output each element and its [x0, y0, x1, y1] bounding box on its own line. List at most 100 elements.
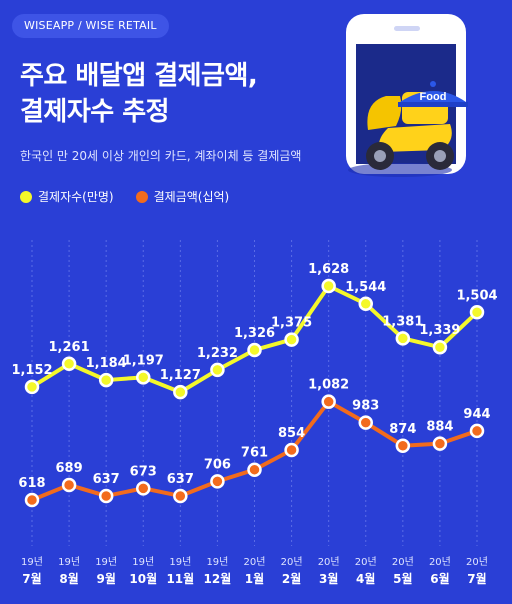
legend-dot-amount: [135, 190, 148, 203]
x-tick-year: 20년: [281, 556, 303, 568]
gridlines: [31, 240, 478, 546]
data-label: 1,184: [86, 356, 127, 371]
scooter-front: [367, 96, 402, 130]
page-title: 주요 배달앱 결제금액, 결제자수 추정: [20, 58, 258, 130]
data-point: [395, 331, 411, 346]
data-label: 1,628: [308, 262, 349, 277]
x-tick-year: 20년: [318, 556, 340, 568]
data-point: [284, 332, 299, 347]
data-point: [321, 394, 336, 409]
food-badge: Food: [420, 91, 447, 103]
data-label: 637: [93, 472, 120, 487]
data-point: [136, 481, 151, 496]
data-label: 1,339: [419, 323, 460, 338]
subtitle: 한국인 만 20세 이상 개인의 카드, 계좌이체 등 결제금액: [20, 149, 302, 163]
x-tick-year: 19년: [206, 556, 228, 568]
x-tick-year: 19년: [132, 556, 154, 568]
data-label: 618: [18, 476, 45, 491]
data-point: [61, 477, 77, 493]
data-label: 944: [463, 407, 490, 422]
x-tick-year: 20년: [429, 556, 451, 568]
data-point: [98, 372, 114, 388]
data-point: [469, 305, 485, 320]
x-tick-month: 11월: [166, 571, 194, 586]
food-cloche: [400, 91, 466, 102]
data-point: [61, 356, 77, 372]
x-tick-year: 20년: [466, 556, 488, 568]
data-point: [395, 438, 411, 454]
data-label: 761: [241, 446, 268, 461]
data-label: 1,504: [456, 288, 497, 303]
phone-speaker: [394, 26, 420, 31]
data-label: 1,326: [234, 326, 275, 341]
legend-item-amount: 결제금액(십억): [135, 188, 230, 205]
title-line-1: 주요 배달앱 결제금액,: [20, 61, 258, 91]
x-tick-year: 20년: [392, 556, 414, 568]
data-point: [321, 278, 336, 294]
data-point: [24, 379, 40, 395]
data-label: 1,261: [49, 340, 90, 355]
data-label: 689: [56, 461, 83, 476]
data-label: 1,232: [197, 346, 238, 361]
x-tick-month: 2월: [282, 571, 301, 586]
x-tick-month: 6월: [430, 571, 449, 586]
data-label: 874: [389, 422, 416, 437]
data-label: 706: [204, 457, 231, 472]
data-point: [358, 415, 373, 430]
x-tick-month: 4월: [356, 571, 375, 586]
data-point: [98, 488, 114, 504]
x-tick-year: 19년: [21, 556, 43, 568]
delivery-phone-illustration: Food: [346, 14, 468, 177]
data-label: 1,381: [382, 314, 423, 329]
legend-item-users: 결제자수(만명): [20, 188, 114, 205]
x-tick-month: 10월: [129, 571, 157, 586]
data-label: 1,375: [271, 316, 312, 331]
data-point: [247, 462, 262, 477]
data-point: [284, 442, 299, 458]
data-point: [432, 339, 448, 355]
x-tick-year: 19년: [169, 556, 191, 568]
data-point: [210, 474, 225, 489]
data-point: [173, 384, 188, 400]
data-label: 1,544: [345, 280, 386, 295]
data-label: 884: [426, 420, 453, 435]
data-point: [173, 488, 188, 504]
source-badge: WISEAPP / WISE RETAIL: [12, 14, 169, 38]
x-axis-labels: 19년 7월 19년 8월 19년 9월 19년 10월 19년 11월 19년 12월 20년 1월 20…: [21, 556, 488, 586]
data-label: 1,197: [123, 353, 164, 368]
x-tick-month: 12월: [204, 571, 232, 586]
title-line-2: 결제자수 추정: [20, 97, 170, 127]
x-tick-month: 9월: [96, 571, 115, 586]
data-point: [210, 362, 225, 378]
x-tick-month: 7월: [467, 571, 486, 586]
data-label: 983: [352, 399, 379, 414]
data-point: [469, 423, 485, 439]
series-points: [24, 278, 485, 508]
data-point: [432, 436, 448, 451]
x-tick-month: 8월: [59, 571, 78, 586]
legend: 결제자수(만명) 결제금액(십억): [20, 188, 229, 205]
data-point: [24, 492, 40, 508]
legend-label-amount: 결제금액(십억): [153, 190, 230, 204]
x-tick-year: 20년: [355, 556, 377, 568]
legend-dot-users: [20, 190, 32, 203]
x-tick-month: 5월: [393, 571, 412, 586]
x-tick-month: 3월: [319, 571, 338, 586]
data-label: 854: [278, 426, 305, 441]
data-label: 1,152: [11, 363, 52, 378]
data-point: [136, 370, 151, 385]
data-point: [358, 296, 373, 312]
data-label: 673: [130, 464, 157, 479]
legend-label-users: 결제자수(만명): [38, 190, 114, 204]
x-tick-year: 20년: [244, 556, 266, 568]
data-point: [247, 342, 262, 358]
data-label: 1,082: [308, 378, 349, 393]
x-tick-year: 19년: [95, 556, 117, 568]
data-label: 637: [167, 472, 194, 487]
x-tick-month: 7월: [22, 571, 41, 586]
x-tick-month: 1월: [245, 571, 264, 586]
x-tick-year: 19년: [58, 556, 80, 568]
data-label: 1,127: [160, 368, 201, 383]
